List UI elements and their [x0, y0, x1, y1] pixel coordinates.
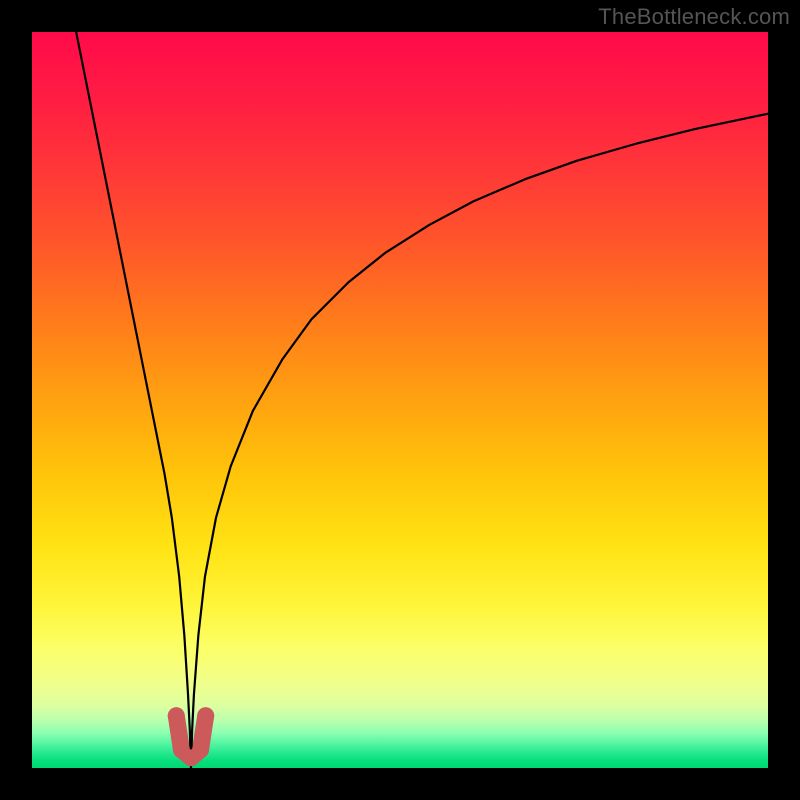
bottleneck-chart: [0, 0, 800, 800]
chart-frame: { "watermark": "TheBottleneck.com", "cha…: [0, 0, 800, 800]
watermark-text: TheBottleneck.com: [598, 4, 790, 30]
plot-background: [32, 32, 768, 768]
